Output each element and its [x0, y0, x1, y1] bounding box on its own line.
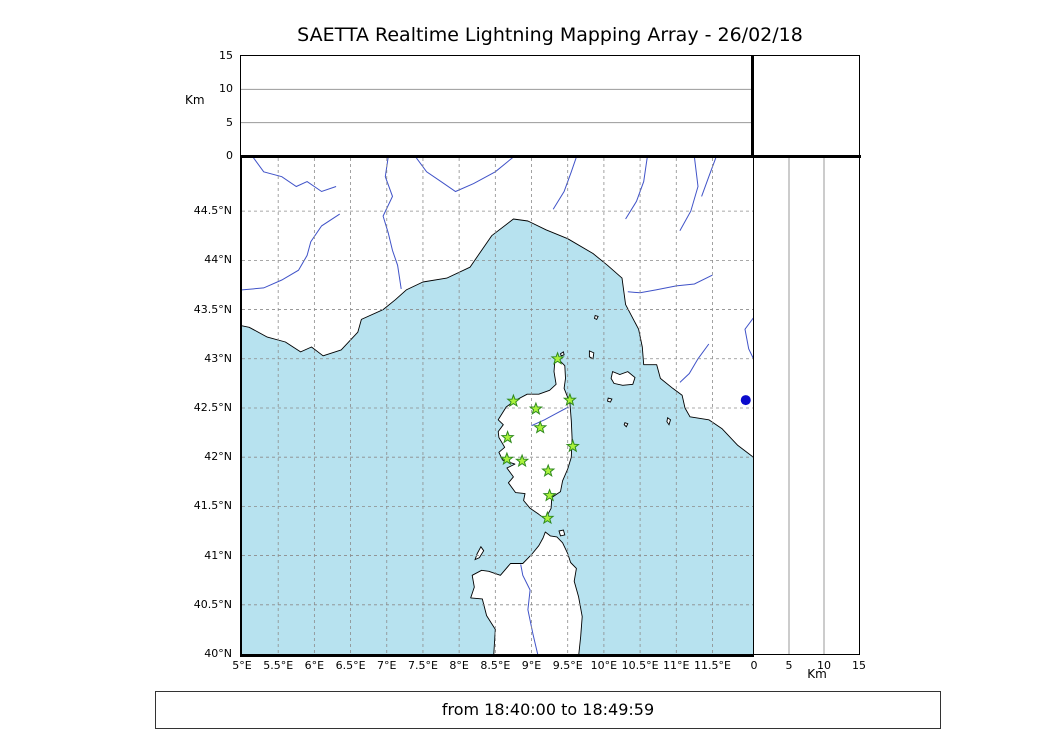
lat-tick-label: 41.5°N	[193, 499, 232, 513]
lat-tick-label: 40°N	[204, 647, 232, 660]
altitude-km-tick-label: 10	[219, 82, 233, 96]
altitude-km-tick-label: 10	[817, 659, 831, 672]
lma-station-marker	[562, 392, 577, 407]
lma-station-marker	[500, 430, 515, 444]
lma-station-marker	[542, 488, 557, 502]
lat-tick-label: 43.5°N	[193, 302, 232, 316]
lightning-source-dot	[740, 395, 751, 406]
altitude-km-tick-label: 0	[750, 659, 758, 672]
map-panel	[240, 158, 753, 657]
lon-tick-label: 9°E	[521, 659, 542, 672]
lon-tick-label: 8.5°E	[480, 659, 511, 672]
lma-station-marker	[565, 438, 580, 453]
lat-tick-label: 43°N	[204, 351, 232, 365]
lon-tick-label: 7°E	[377, 659, 397, 672]
altitude-km-tick-label: 15	[852, 659, 866, 672]
lma-station-marker	[550, 351, 565, 365]
lat-tick-label: 40.5°N	[193, 597, 232, 611]
altitude-latitude-plot	[788, 158, 825, 654]
altitude-histogram-panel	[754, 55, 860, 156]
altitude-longitude-plot	[241, 88, 751, 124]
altitude-km-tick-label: 5	[226, 115, 233, 129]
lat-tick-label: 44°N	[204, 253, 232, 267]
lon-tick-label: 7.5°E	[407, 659, 438, 672]
lat-tick-label: 41°N	[204, 548, 232, 562]
lon-tick-label: 11.5°E	[693, 659, 731, 672]
lon-tick-label: 9.5°E	[552, 659, 583, 672]
lat-tick-label: 42°N	[204, 450, 232, 464]
lma-station-marker	[540, 510, 555, 525]
altitude-longitude-panel	[240, 55, 751, 156]
lon-tick-label: 8°E	[449, 659, 469, 672]
lon-tick-label: 6°E	[304, 659, 325, 672]
lon-tick-label: 5.5°E	[263, 659, 294, 672]
lma-station-marker	[528, 401, 543, 415]
lon-tick-label: 10.5°E	[621, 659, 659, 672]
lon-tick-label: 11°E	[663, 659, 690, 672]
lon-tick-label: 10°E	[590, 659, 618, 672]
altitude-km-tick-label: 15	[219, 49, 233, 62]
lon-tick-label: 6.5°E	[335, 659, 366, 672]
altitude-km-tick-label: 0	[226, 149, 233, 162]
page-title: SAETTA Realtime Lightning Mapping Array …	[297, 24, 803, 46]
time-range-status: from 18:40:00 to 18:49:59	[155, 691, 941, 729]
lma-station-marker	[541, 463, 556, 477]
panel-divider-horizontal	[240, 155, 861, 158]
lat-tick-label: 42.5°N	[193, 400, 232, 414]
lma-station-marker	[533, 420, 548, 434]
altitude-km-tick-label: 5	[785, 659, 793, 672]
altitude-axis-label: Km	[185, 93, 205, 107]
lma-station-marker	[506, 393, 521, 408]
lat-tick-label: 44.5°N	[193, 204, 232, 218]
lma-station-marker	[499, 451, 514, 466]
map-plot	[242, 158, 753, 654]
lon-tick-label: 5°E	[232, 659, 252, 672]
altitude-latitude-panel	[754, 158, 860, 655]
lma-station-marker	[515, 453, 530, 468]
altitude-axis-label-bottom: Km	[807, 667, 827, 681]
